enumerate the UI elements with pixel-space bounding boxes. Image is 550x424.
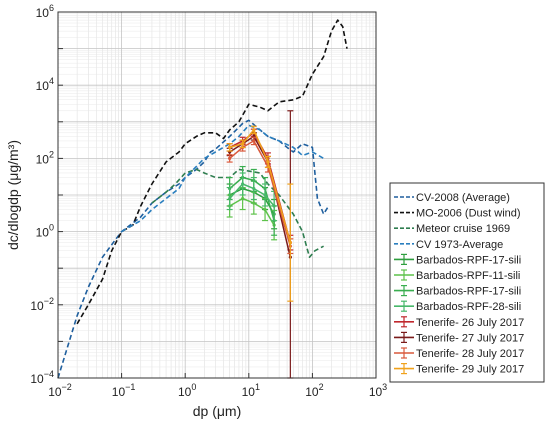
y-tick-label: 10−4 bbox=[30, 369, 54, 386]
legend-item: Barbados-RPF-17-sili bbox=[394, 253, 521, 266]
tick-base: 10 bbox=[112, 385, 126, 399]
series-2 bbox=[151, 168, 324, 259]
data-point bbox=[252, 128, 256, 132]
legend-label: Barbados-RPF-28-sili bbox=[416, 301, 521, 313]
legend-item: CV-2008 (Average) bbox=[394, 192, 510, 204]
legend-label: MO-2006 (Dust wind) bbox=[416, 208, 521, 220]
tick-base: 10 bbox=[30, 299, 44, 313]
legend-label: Tenerife- 26 July 2017 bbox=[416, 317, 524, 329]
tick-base: 10 bbox=[369, 385, 383, 399]
data-point bbox=[272, 204, 276, 208]
legend-item: MO-2006 (Dust wind) bbox=[394, 208, 521, 220]
legend-box bbox=[389, 182, 545, 383]
tick-exponent: 0 bbox=[49, 223, 54, 233]
y-axis-label: dc/dlogdp (μg/m³) bbox=[5, 140, 21, 250]
tick-exponent: 6 bbox=[49, 3, 54, 13]
legend-label: Barbados-RPF-17-sili bbox=[416, 254, 521, 266]
y-tick-label: 10−2 bbox=[30, 296, 54, 313]
data-point bbox=[228, 156, 232, 160]
data-point bbox=[263, 193, 267, 197]
tick-base: 10 bbox=[36, 6, 50, 20]
y-tick-label: 102 bbox=[36, 149, 54, 166]
tick-base: 10 bbox=[242, 385, 256, 399]
data-point bbox=[263, 207, 267, 212]
legend-items: CV-2008 (Average) MO-2006 (Dust wind) Mete… bbox=[394, 192, 524, 376]
tick-exponent: −2 bbox=[62, 382, 72, 392]
series-0 bbox=[57, 119, 330, 379]
series-3 bbox=[121, 124, 324, 233]
series-layer bbox=[57, 19, 348, 379]
series-line bbox=[76, 19, 348, 325]
legend-label: CV 1973-Average bbox=[416, 239, 503, 251]
legend-label: Barbados-RPF-17-sili bbox=[416, 286, 521, 298]
legend-item: Tenerife- 28 July 2017 bbox=[394, 347, 524, 360]
x-axis-label: dp (μm) bbox=[193, 403, 242, 419]
data-point bbox=[228, 196, 232, 201]
data-point bbox=[266, 160, 270, 164]
legend-item: Barbados-RPF-17-sili bbox=[394, 285, 521, 298]
tick-exponent: 2 bbox=[49, 149, 54, 159]
tick-exponent: 3 bbox=[382, 382, 387, 392]
data-point bbox=[228, 145, 232, 149]
x-tick-label: 103 bbox=[369, 382, 387, 399]
series-line bbox=[121, 124, 324, 233]
tick-exponent: 2 bbox=[319, 382, 324, 392]
tick-base: 10 bbox=[36, 226, 50, 240]
x-tick-label: 10−1 bbox=[112, 382, 136, 399]
y-tick-label: 106 bbox=[36, 3, 54, 20]
legend: CV-2008 (Average) MO-2006 (Dust wind) Mete… bbox=[389, 182, 545, 383]
tick-base: 10 bbox=[36, 79, 50, 93]
tick-exponent: 1 bbox=[255, 382, 260, 392]
legend-item: CV 1973-Average bbox=[394, 239, 503, 251]
series-10 bbox=[226, 136, 294, 255]
x-tick-label: 102 bbox=[305, 382, 323, 399]
legend-label: Meteor cruise 1969 bbox=[416, 223, 510, 235]
data-point bbox=[288, 241, 292, 245]
legend-item: Tenerife- 27 July 2017 bbox=[394, 331, 524, 344]
tick-base: 10 bbox=[305, 385, 319, 399]
series-11 bbox=[226, 125, 294, 302]
series-line bbox=[151, 168, 324, 259]
y-tick-label: 104 bbox=[36, 76, 54, 93]
series-1 bbox=[76, 19, 348, 325]
data-point bbox=[252, 201, 256, 205]
data-point bbox=[241, 142, 245, 146]
legend-label: Tenerife- 29 July 2017 bbox=[416, 364, 524, 376]
series-line bbox=[57, 119, 330, 379]
legend-label: Tenerife- 28 July 2017 bbox=[416, 348, 524, 360]
tick-base: 10 bbox=[48, 385, 62, 399]
x-tick-label: 101 bbox=[242, 382, 260, 399]
axis-ticks bbox=[57, 11, 377, 379]
series-7 bbox=[226, 172, 278, 222]
legend-label: Tenerife- 27 July 2017 bbox=[416, 332, 524, 344]
data-point bbox=[241, 182, 245, 186]
tick-exponent: 0 bbox=[191, 382, 196, 392]
legend-item: Barbados-RPF-28-sili bbox=[394, 300, 521, 313]
data-point bbox=[252, 186, 256, 191]
tick-base: 10 bbox=[36, 152, 50, 166]
legend-item: Meteor cruise 1969 bbox=[394, 223, 510, 235]
tick-exponent: 4 bbox=[49, 76, 54, 86]
tick-exponent: −2 bbox=[44, 296, 54, 306]
x-tick-labels: 10−2 10−1 100 101 102 103 bbox=[48, 382, 387, 399]
legend-item: Barbados-RPF-11-sili bbox=[394, 269, 520, 282]
legend-item: Tenerife- 26 July 2017 bbox=[394, 316, 524, 329]
legend-label: CV-2008 (Average) bbox=[416, 192, 510, 204]
x-tick-label: 10−2 bbox=[48, 382, 72, 399]
data-point bbox=[252, 139, 256, 143]
legend-label: Barbados-RPF-11-sili bbox=[416, 270, 520, 282]
data-point bbox=[241, 196, 245, 201]
legend-item: Tenerife- 29 July 2017 bbox=[394, 363, 524, 376]
tick-base: 10 bbox=[30, 372, 44, 386]
tick-exponent: −4 bbox=[44, 369, 54, 379]
tick-exponent: −1 bbox=[125, 382, 135, 392]
tick-base: 10 bbox=[178, 385, 192, 399]
x-tick-label: 100 bbox=[178, 382, 196, 399]
y-tick-label: 100 bbox=[36, 223, 54, 240]
